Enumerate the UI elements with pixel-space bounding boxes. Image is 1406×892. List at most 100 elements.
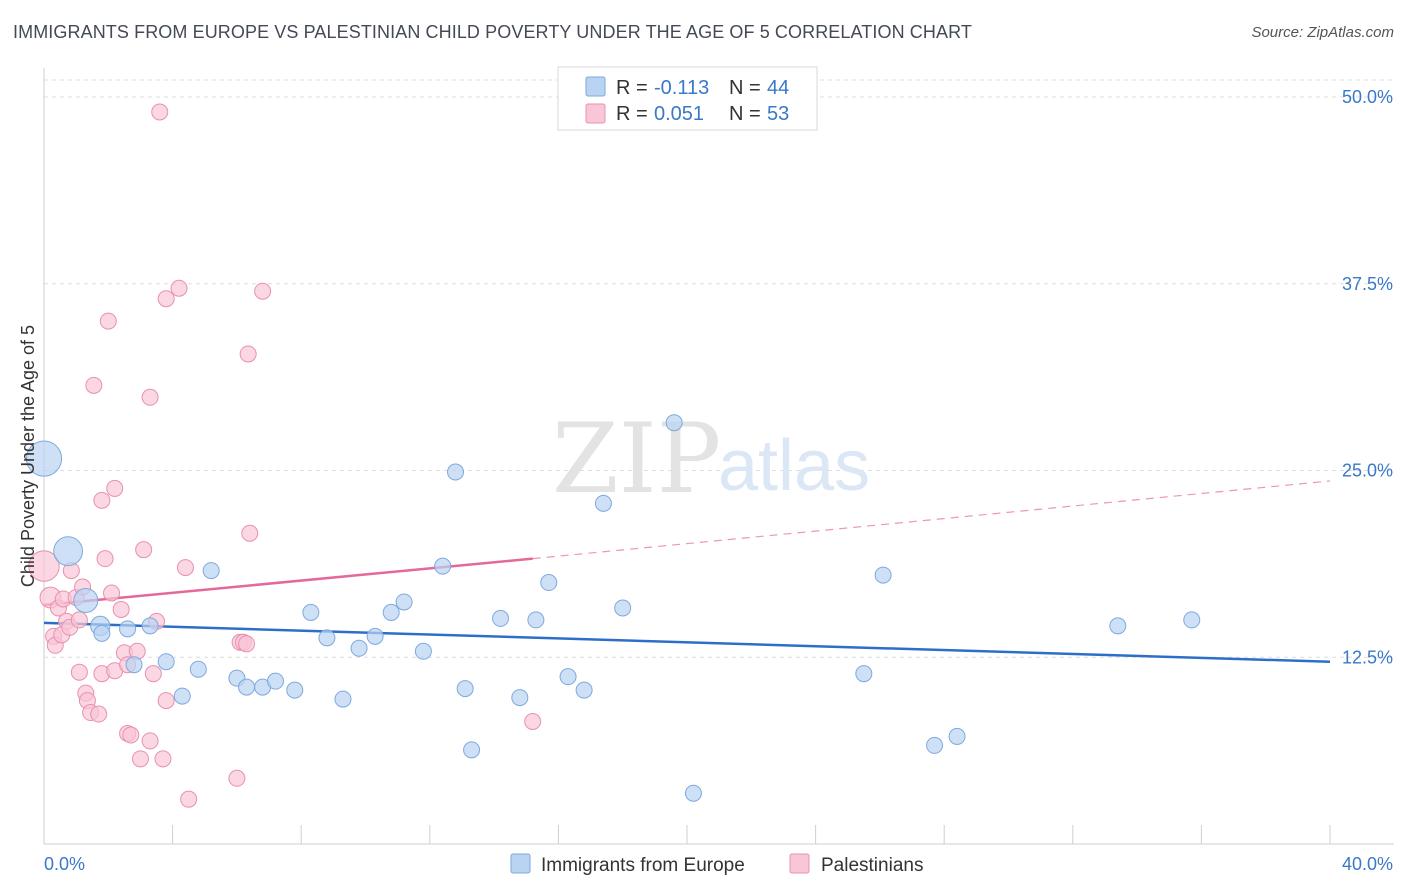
x-tick-labels: 0.0% 40.0% xyxy=(44,854,1393,874)
legend-r-value-palestinians: 0.051 xyxy=(654,103,704,125)
europe-point-30 xyxy=(511,689,529,707)
chart-title: IMMIGRANTS FROM EUROPE VS PALESTINIAN CH… xyxy=(13,22,972,42)
y-tick-labels: 12.5% 25.0% 37.5% 50.0% xyxy=(1342,87,1393,667)
legend-n-label-europe: N = xyxy=(729,77,761,99)
correlation-legend: R = -0.113 N = 44 R = 0.051 N = 53 xyxy=(557,66,818,131)
palestinian-point-26 xyxy=(112,600,130,618)
europe-point-22 xyxy=(382,603,400,621)
europe-point-13 xyxy=(238,678,256,696)
palestinian-point-20 xyxy=(93,491,111,509)
europe-point-15 xyxy=(266,672,284,690)
chart-source: Source: ZipAtlas.com xyxy=(1251,24,1394,41)
palestinian-point-21 xyxy=(96,550,114,568)
palestinian-point-17 xyxy=(85,376,103,394)
palestinian-point-43 xyxy=(176,559,194,577)
palestinian-point-49 xyxy=(239,345,257,363)
europe-point-38 xyxy=(684,784,702,802)
europe-point-39 xyxy=(855,665,873,683)
europe-point-6 xyxy=(125,656,143,674)
legend-r-value-europe: -0.113 xyxy=(654,77,709,99)
legend-n-label-palestinians: N = xyxy=(729,103,761,125)
europe-point-44 xyxy=(1183,611,1201,629)
grid-lines xyxy=(44,79,1394,658)
europe-point-42 xyxy=(948,727,966,745)
europe-point-26 xyxy=(447,463,465,481)
bottom-legend-swatch-europe xyxy=(510,853,531,874)
europe-point-24 xyxy=(414,642,432,660)
europe-point-25 xyxy=(434,557,452,575)
legend-r-label-europe: R = xyxy=(616,77,648,99)
europe-point-20 xyxy=(350,639,368,657)
europe-point-1 xyxy=(53,536,84,567)
palestinian-point-38 xyxy=(151,103,169,121)
y-tick-label-0: 12.5% xyxy=(1342,647,1393,667)
bottom-legend-label-europe: Immigrants from Europe xyxy=(541,855,745,876)
europe-point-17 xyxy=(302,603,320,621)
palestinian-point-35 xyxy=(141,388,159,406)
europe-point-33 xyxy=(559,668,577,686)
europe-point-8 xyxy=(157,653,175,671)
europe-point-43 xyxy=(1109,617,1127,635)
europe-point-27 xyxy=(456,680,474,698)
europe-point-40 xyxy=(874,566,892,584)
palestinian-point-24 xyxy=(106,479,124,497)
series-legend: Immigrants from Europe Palestinians xyxy=(510,853,923,876)
europe-point-34 xyxy=(575,681,593,699)
x-tick-label-max: 40.0% xyxy=(1342,854,1393,874)
legend-swatch-palestinians xyxy=(585,103,606,124)
x-tick-label-min: 0.0% xyxy=(44,854,85,874)
palestinian-point-12 xyxy=(70,663,88,681)
y-tick-label-1: 25.0% xyxy=(1342,461,1393,481)
europe-point-7 xyxy=(141,617,159,635)
palestinian-point-40 xyxy=(157,692,175,710)
europe-point-29 xyxy=(492,609,510,627)
legend-swatch-europe xyxy=(585,76,606,97)
palestinian-point-36 xyxy=(144,665,162,683)
palestinian-point-39 xyxy=(154,750,172,768)
europe-point-0 xyxy=(25,440,63,477)
palestinian-point-22 xyxy=(99,312,117,330)
y-tick-label-2: 37.5% xyxy=(1342,274,1393,294)
europe-point-18 xyxy=(318,629,336,647)
palestinian-point-30 xyxy=(122,726,140,744)
europe-point-32 xyxy=(540,574,558,592)
legend-n-value-palestinians: 53 xyxy=(767,103,789,125)
palestinian-point-44 xyxy=(180,790,198,808)
palestinian-point-34 xyxy=(141,732,159,750)
europe-point-5 xyxy=(119,620,137,638)
palestinian-point-48 xyxy=(238,635,256,653)
palestinian-point-0 xyxy=(28,550,60,582)
palestinian-point-32 xyxy=(131,750,149,768)
europe-point-37 xyxy=(665,414,683,432)
europe-trend-line xyxy=(43,621,1331,663)
data-points xyxy=(25,103,1201,808)
y-tick-label-3: 50.0% xyxy=(1342,87,1393,107)
palestinian-point-45 xyxy=(228,769,246,787)
palestinian-point-42 xyxy=(170,279,188,297)
palestinian-point-33 xyxy=(135,541,153,559)
legend-n-value-europe: 44 xyxy=(767,77,789,99)
palestinian-point-41 xyxy=(157,290,175,308)
legend-r-label-palestinians: R = xyxy=(616,103,648,125)
europe-point-41 xyxy=(926,736,944,754)
palestinian-point-23 xyxy=(103,584,121,602)
bottom-legend-label-palestinians: Palestinians xyxy=(821,855,923,876)
palestinian-trend-line xyxy=(43,557,533,607)
europe-point-16 xyxy=(286,681,304,699)
trend-lines xyxy=(43,480,1331,663)
palestinian-point-52 xyxy=(524,712,542,730)
europe-point-4 xyxy=(93,624,111,642)
europe-point-19 xyxy=(334,690,352,708)
europe-point-11 xyxy=(202,562,220,580)
europe-point-9 xyxy=(173,687,191,705)
palestinian-point-11 xyxy=(70,611,88,629)
europe-point-36 xyxy=(614,599,632,617)
europe-point-10 xyxy=(189,660,207,678)
europe-point-2 xyxy=(73,587,99,613)
watermark-zip: ZIP xyxy=(552,403,721,515)
palestinian-point-18 xyxy=(90,705,108,723)
watermark: ZIP atlas xyxy=(552,403,870,515)
y-axis-title: Child Poverty Under the Age of 5 xyxy=(18,325,38,587)
europe-point-31 xyxy=(527,611,545,629)
